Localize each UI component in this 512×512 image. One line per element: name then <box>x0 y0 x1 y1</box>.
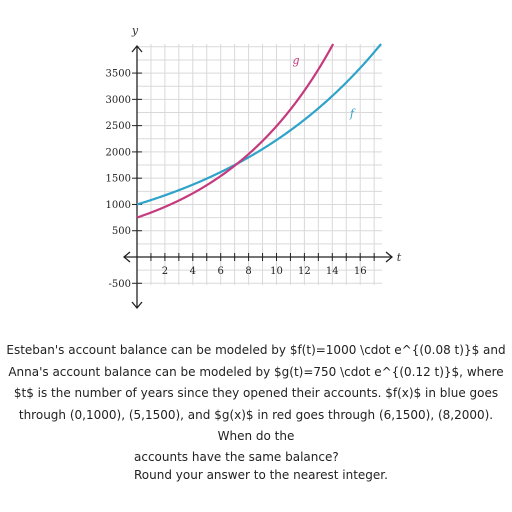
curves <box>136 43 382 219</box>
series-label-g: g <box>292 54 299 67</box>
y-axis-arrow-up <box>131 44 143 53</box>
y-tick-label: 2000 <box>106 147 131 158</box>
problem-question-block: accounts have the same balance? Round yo… <box>0 448 512 485</box>
y-axis-arrow-down <box>131 301 143 310</box>
problem-statement: Esteban's account balance can be modeled… <box>0 340 512 485</box>
x-axis-arrow-left <box>122 251 131 263</box>
exponential-chart: 2 4 6 8 10 12 14 16 -500 500 1000 1500 2000 2500 3000 3… <box>106 24 402 310</box>
x-tick-label: 4 <box>190 266 196 277</box>
y-tick-label: 1500 <box>106 174 131 185</box>
x-tick-label: 10 <box>270 266 283 277</box>
x-tick-label: 2 <box>162 266 168 277</box>
y-tick-label: 500 <box>112 226 131 237</box>
ticks: 2 4 6 8 10 12 14 16 -500 500 1000 1500 2000 2500 3000 3… <box>106 69 375 290</box>
series-line-g <box>136 43 335 219</box>
problem-question: accounts have the same balance? <box>134 449 339 464</box>
x-tick-label: 16 <box>354 266 367 277</box>
series-label-f: f <box>349 107 356 120</box>
y-tick-label: 3000 <box>106 95 131 106</box>
labels: y t f g <box>131 24 402 264</box>
series-line-f <box>136 43 382 206</box>
x-tick-label: 6 <box>218 266 224 277</box>
x-axis-label: t <box>397 251 402 264</box>
y-axis-label: y <box>131 24 139 37</box>
x-tick-label: 8 <box>245 266 251 277</box>
axes <box>122 44 394 310</box>
y-tick-label: 1000 <box>106 200 131 211</box>
y-tick-label: -500 <box>109 279 131 290</box>
grid <box>137 44 382 285</box>
problem-instruction: Round your answer to the nearest integer… <box>134 468 388 482</box>
x-tick-label: 14 <box>326 266 339 277</box>
problem-text: Esteban's account balance can be modeled… <box>6 343 506 443</box>
x-tick-label: 12 <box>298 266 311 277</box>
y-tick-label: 3500 <box>106 69 131 80</box>
x-axis-arrow-right <box>385 251 394 263</box>
y-tick-label: 2500 <box>106 121 131 132</box>
